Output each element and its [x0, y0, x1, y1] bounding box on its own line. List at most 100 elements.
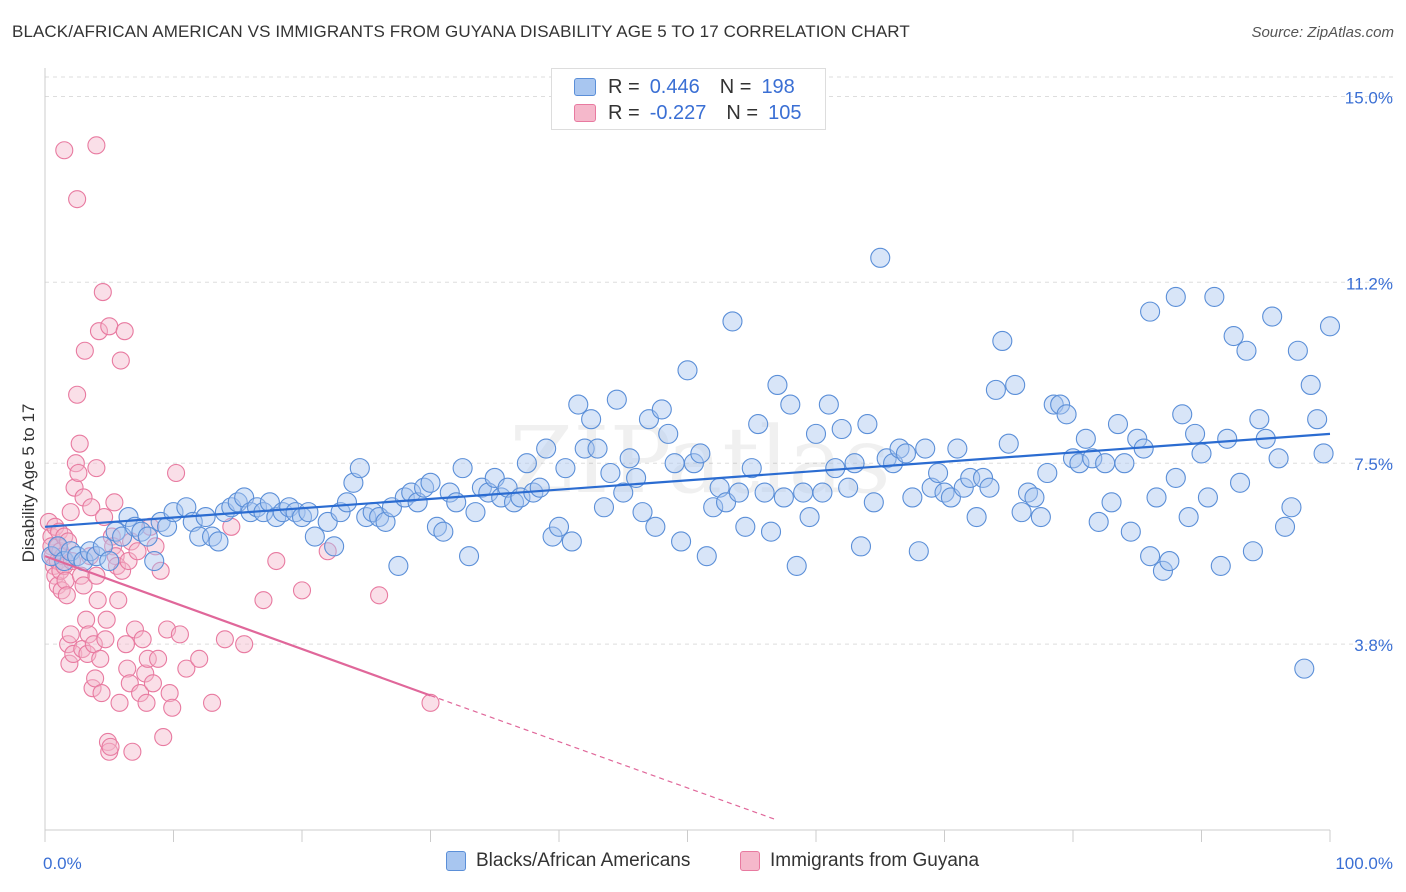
data-point-black — [1056, 404, 1077, 425]
data-point-black — [1114, 453, 1135, 474]
data-point-black — [664, 453, 685, 474]
data-point-guyana — [98, 732, 118, 752]
data-point-black — [1069, 453, 1090, 474]
data-point-black — [336, 492, 358, 513]
data-point-black — [516, 453, 537, 474]
data-point-guyana — [70, 434, 89, 453]
data-point-black — [1242, 541, 1263, 562]
data-point-black — [593, 497, 615, 518]
data-point-black — [677, 360, 698, 381]
data-point-black — [632, 502, 653, 523]
data-point-guyana — [370, 586, 389, 605]
data-point-guyana — [111, 351, 130, 370]
data-point-black — [902, 487, 923, 508]
data-point-black — [748, 414, 769, 435]
data-point-guyana — [116, 635, 136, 654]
data-point-guyana — [203, 693, 222, 712]
data-point-black — [992, 330, 1013, 352]
data-point-guyana — [254, 591, 273, 610]
data-point-black — [555, 458, 576, 479]
data-point-black — [458, 546, 480, 567]
data-point-guyana — [160, 684, 179, 703]
data-point-guyana — [119, 551, 138, 571]
data-point-black — [587, 438, 608, 459]
data-point-black — [99, 550, 120, 572]
n-value-guyana: 105 — [768, 101, 802, 124]
data-point-black — [606, 389, 627, 410]
data-point-black — [92, 536, 113, 557]
data-point-guyana — [79, 625, 98, 644]
data-point-guyana — [109, 591, 128, 610]
data-point-black — [741, 458, 762, 479]
data-point-black — [536, 438, 557, 459]
data-point-black — [1005, 374, 1026, 396]
data-point-black — [863, 492, 884, 513]
data-point-black — [1178, 506, 1199, 528]
pink-swatch — [574, 104, 596, 122]
data-point-guyana — [137, 693, 156, 712]
data-point-guyana — [101, 737, 120, 756]
data-point-black — [658, 423, 679, 444]
data-point-guyana — [91, 649, 110, 668]
n-label: N = — [726, 101, 759, 124]
data-point-guyana — [267, 551, 286, 571]
data-point-guyana — [131, 684, 150, 703]
data-point-black — [722, 311, 743, 332]
data-point-black — [793, 482, 814, 503]
legend-item-black[interactable]: Blacks/African Americans — [446, 850, 690, 872]
data-point-guyana — [190, 649, 209, 668]
data-point-black — [1294, 658, 1315, 679]
legend-item-guyana[interactable]: Immigrants from Guyana — [740, 850, 979, 872]
data-point-black — [600, 462, 621, 484]
data-point-black — [870, 247, 891, 268]
data-point-guyana — [68, 385, 87, 404]
n-value-black: 198 — [761, 75, 795, 98]
data-point-black — [1088, 511, 1109, 532]
data-point-black — [1307, 409, 1328, 430]
data-point-black — [137, 526, 158, 547]
r-label: R = — [608, 75, 640, 98]
data-point-black — [1191, 443, 1212, 464]
data-point-black — [581, 409, 602, 430]
data-point-black — [407, 492, 428, 513]
data-point-black — [844, 453, 865, 474]
data-point-black — [298, 502, 319, 523]
bottom-legend: Blacks/African Americans Immigrants from… — [0, 850, 1406, 880]
data-point-black — [542, 526, 563, 547]
data-point-black — [683, 453, 704, 474]
data-point-black — [1120, 521, 1141, 542]
source-label: Source: ZipAtlas.com — [1251, 24, 1394, 41]
correlation-legend: R = 0.446 N = 198 R = -0.227 N = 105 — [551, 68, 826, 130]
data-point-black — [568, 394, 589, 415]
data-point-black — [1204, 286, 1225, 308]
data-point-black — [690, 443, 711, 464]
data-point-guyana — [96, 630, 115, 649]
x-tick-label: 100.0% — [1335, 854, 1393, 873]
data-point-black — [895, 443, 917, 464]
data-point-guyana — [128, 542, 147, 561]
data-point-black — [343, 472, 364, 493]
data-point-guyana — [59, 532, 78, 551]
data-point-guyana — [61, 625, 80, 644]
data-point-guyana — [88, 591, 107, 610]
data-point-black — [979, 477, 1000, 498]
data-point-guyana — [110, 693, 129, 712]
data-point-black — [452, 458, 473, 479]
trend-layer — [44, 432, 1331, 821]
axes-layer — [44, 68, 1331, 842]
data-point-black — [1140, 546, 1161, 567]
data-point-black — [1165, 467, 1186, 488]
correlation-row-guyana: R = -0.227 N = 105 — [574, 100, 801, 126]
data-point-black — [1146, 487, 1167, 508]
data-point-black — [754, 482, 775, 503]
data-point-guyana — [77, 610, 96, 629]
data-point-guyana — [65, 478, 84, 497]
data-point-guyana — [74, 576, 93, 595]
data-point-black — [703, 497, 724, 518]
data-point-black — [1024, 487, 1045, 508]
series-guyana-points — [39, 136, 440, 761]
data-point-guyana — [52, 581, 71, 600]
data-point-black — [529, 477, 550, 498]
data-point-guyana — [143, 674, 162, 693]
data-point-black — [478, 482, 499, 503]
